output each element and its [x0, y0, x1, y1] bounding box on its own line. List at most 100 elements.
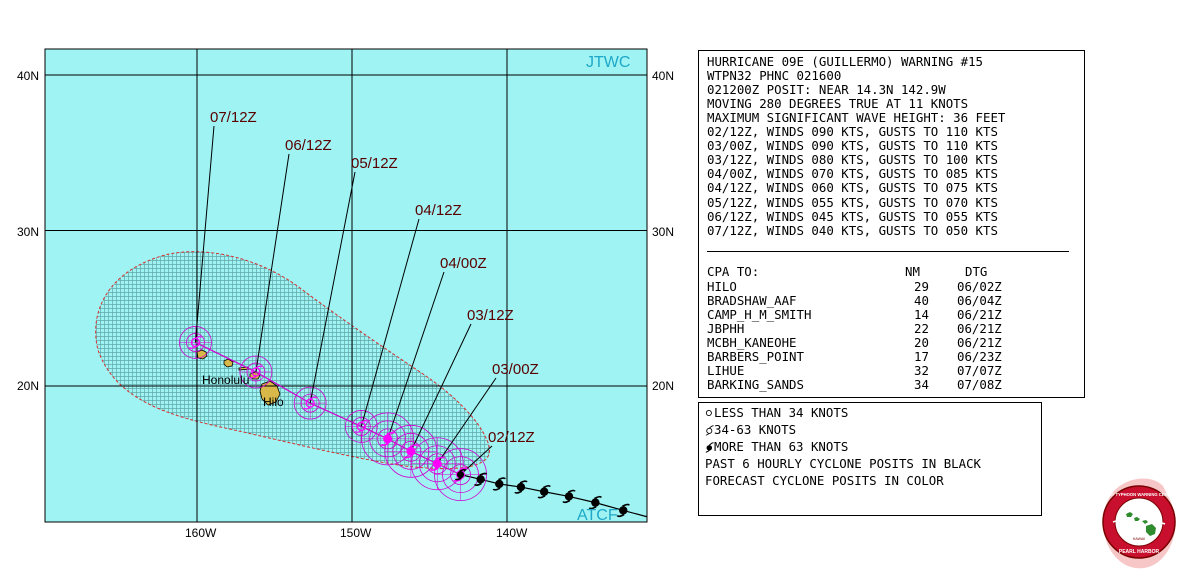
past-hurricane-icon — [474, 472, 488, 487]
cpa-col-dtg: DTG — [965, 264, 988, 279]
legend-box: LESS THAN 34 KNOTS 34-63 KNOTS MORE THAN 6… — [698, 402, 1042, 516]
forecast-hurricane-icon — [430, 456, 445, 471]
wind-radius-area — [95, 251, 490, 470]
warning-divider — [707, 251, 1069, 252]
forecast-time-label: 04/00Z — [440, 255, 487, 272]
cpa-time: 06/21Z — [957, 307, 1002, 323]
tropical-storm-icon — [705, 425, 714, 436]
hurricane-icon — [705, 442, 714, 453]
legend-text: LESS THAN 34 KNOTS — [714, 405, 849, 420]
warning-info-box: HURRICANE 09E (GUILLERMO) WARNING #15 WTP… — [698, 50, 1085, 398]
warning-line: 05/12Z, WINDS 055 KTS, GUSTS TO 070 KTS — [707, 194, 998, 210]
cpa-distance: 29 — [914, 279, 929, 294]
cpa-location: HILO — [707, 279, 737, 294]
label-leader-line — [387, 271, 445, 440]
warning-line: 03/12Z, WINDS 080 KTS, GUSTS TO 100 KTS — [707, 152, 998, 168]
past-hurricane-icon — [616, 503, 630, 518]
cpa-distance: 20 — [914, 335, 929, 351]
corner-label-atcf: ATCF — [577, 507, 618, 524]
cpa-header-row: CPA TO: NM DTG — [707, 264, 1067, 279]
past-hurricane-icon — [514, 480, 528, 494]
past-hurricane-icon — [588, 495, 602, 510]
cpa-time: 07/07Z — [957, 363, 1002, 379]
cpa-location: CAMP_H_M_SMITH — [707, 307, 812, 323]
legend-item: 34-63 KNOTS — [705, 422, 1035, 440]
past-position-markers — [474, 472, 630, 518]
warning-line: WTPN32 PHNC 021600 — [707, 68, 842, 84]
forecast-time-label: 05/12Z — [351, 155, 398, 172]
cpa-location: BRADSHAW_AAF — [707, 293, 797, 309]
forecast-time-label: 02/12Z — [488, 429, 535, 446]
cpa-row: HILO 29 06/02Z — [707, 279, 1067, 294]
seal-text-bottom: PEARL HARBOR — [1119, 549, 1160, 555]
cpa-row: CAMP_H_M_SMITH 14 06/21Z — [707, 308, 1067, 322]
cpa-distance: 22 — [914, 321, 929, 337]
forecast-time-label: 04/12Z — [415, 202, 462, 219]
cpa-distance: 34 — [914, 377, 929, 393]
warning-line: 02/12Z, WINDS 090 KTS, GUSTS TO 110 KTS — [707, 124, 998, 140]
forecast-position-markers — [189, 336, 468, 482]
place-label-honolulu: Honolulu — [202, 373, 249, 387]
lat-lon-grid — [45, 49, 647, 522]
lat-label-20n-left: 20N — [17, 379, 39, 393]
cpa-time: 06/21Z — [957, 321, 1002, 337]
warning-line: MOVING 280 DEGREES TRUE AT 11 KNOTS — [707, 96, 969, 112]
forecast-time-label: 03/12Z — [467, 307, 514, 324]
cpa-col-nm: NM — [905, 264, 920, 279]
warning-line: 06/12Z, WINDS 045 KTS, GUSTS TO 055 KTS — [707, 208, 998, 224]
legend-item: FORECAST CYCLONE POSITS IN COLOR — [705, 473, 1035, 491]
cpa-distance: 17 — [914, 349, 929, 365]
cpa-location: JBPHH — [707, 321, 745, 337]
current-position-icon — [454, 468, 467, 481]
warning-line: MAXIMUM SIGNIFICANT WAVE HEIGHT: 36 FEET — [707, 110, 1006, 126]
warning-line: 04/00Z, WINDS 070 KTS, GUSTS TO 085 KTS — [707, 166, 998, 182]
cpa-distance: 32 — [914, 363, 929, 379]
lon-label-150w: 150W — [340, 526, 372, 540]
forecast-tropical-storm-icon — [249, 365, 263, 379]
legend-item: MORE THAN 63 KNOTS — [705, 439, 1035, 457]
past-hurricane-icon — [562, 489, 576, 504]
legend-text: PAST 6 HOURLY CYCLONE POSITS IN BLACK — [705, 456, 982, 471]
legend-text: 34-63 KNOTS — [714, 422, 797, 437]
place-label-hilo: Hilo — [263, 395, 284, 409]
legend-text: MORE THAN 63 KNOTS — [714, 439, 849, 454]
cpa-time: 06/04Z — [957, 293, 1002, 309]
label-leader-line — [309, 171, 356, 404]
cpa-location: BARKING_SANDS — [707, 377, 804, 393]
cpa-row: MCBH_KANEOHE 20 06/21Z — [707, 336, 1067, 350]
cpa-time: 06/02Z — [957, 279, 1002, 294]
forecast-tropical-storm-icon — [189, 336, 202, 349]
cpa-location: LIHUE — [707, 363, 745, 379]
cpa-distance: 14 — [914, 307, 929, 323]
forecast-time-label: 06/12Z — [285, 137, 332, 154]
cpa-time: 06/21Z — [957, 335, 1002, 351]
forecast-time-labels: 02/12Z 03/00Z 03/12Z 04/00Z 04/12Z 05/12Z 06/1… — [210, 109, 539, 446]
warning-line: 07/12Z, WINDS 040 KTS, GUSTS TO 050 KTS — [707, 222, 998, 238]
cpa-row: LIHUE 32 07/07Z — [707, 364, 1067, 378]
cpa-row: BARBERS_POINT 17 06/23Z — [707, 350, 1067, 364]
forecast-hurricane-icon — [403, 444, 418, 459]
cpa-time: 07/08Z — [957, 377, 1002, 393]
lat-label-30n-right: 30N — [652, 225, 674, 239]
cpa-row: BARKING_SANDS 34 07/08Z — [707, 378, 1067, 392]
warning-line: 04/12Z, WINDS 060 KTS, GUSTS TO 075 KTS — [707, 180, 998, 196]
label-leader-line — [410, 323, 472, 452]
label-leader-line — [255, 153, 290, 373]
cpa-title: CPA TO: — [707, 264, 760, 279]
warning-line: 03/00Z, WINDS 090 KTS, GUSTS TO 110 KTS — [707, 138, 998, 154]
forecast-hurricane-icon — [380, 431, 395, 446]
warning-line: HURRICANE 09E (GUILLERMO) WARNING #15 — [707, 54, 984, 69]
lat-label-30n-left: 30N — [17, 225, 39, 239]
label-leader-line — [194, 125, 215, 343]
label-leader-line — [360, 218, 420, 427]
lon-label-140w: 140W — [496, 526, 528, 540]
warning-line: 021200Z POSIT: NEAR 14.3N 142.9W — [707, 82, 946, 98]
past-hurricane-icon — [537, 485, 551, 499]
corner-label-jtwc: JTWC — [586, 54, 630, 71]
forecast-tropical-storm-icon — [303, 396, 317, 410]
cpa-location: MCBH_KANEOHE — [707, 335, 797, 351]
jtwc-seal: JOINT TYPHOON WARNING CENTER PEARL HARBO… — [1102, 478, 1176, 569]
cpa-row: JBPHH 22 06/21Z — [707, 322, 1067, 336]
forecast-time-label: 07/12Z — [210, 109, 257, 126]
forecast-track-line — [195, 341, 461, 476]
